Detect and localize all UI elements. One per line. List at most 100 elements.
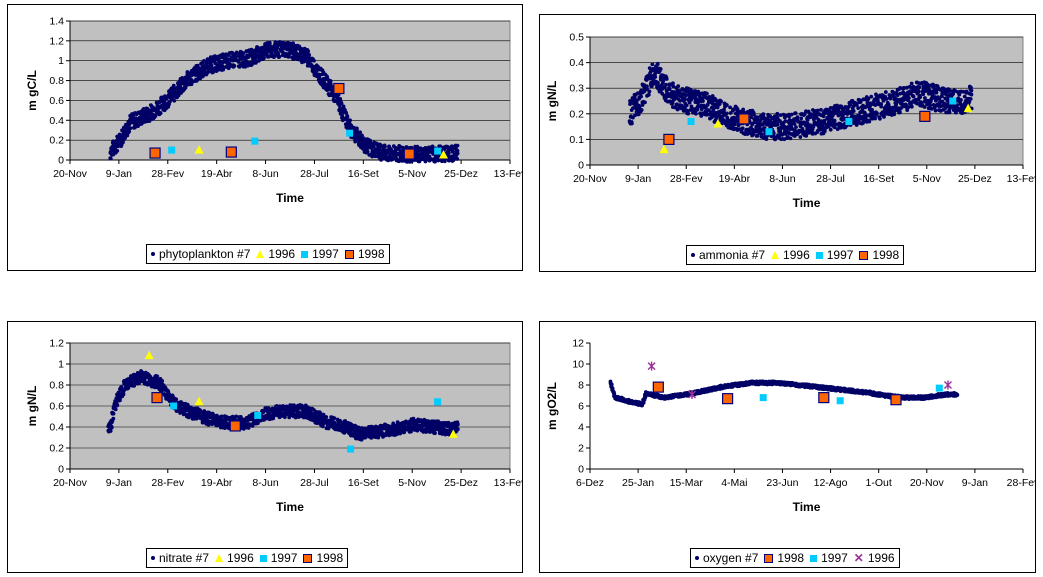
- y-axis-label: m gO2/L: [545, 382, 559, 430]
- model-point: [856, 106, 861, 110]
- model-point: [724, 103, 729, 107]
- x-tick-label: 16-Set: [863, 173, 894, 185]
- model-point: [153, 113, 158, 118]
- model-point: [118, 398, 122, 403]
- series-1998: [663, 110, 931, 146]
- model-point: [324, 415, 329, 419]
- y-tick-label: 0.8: [49, 75, 64, 87]
- x-tick-label: 9-Jan: [106, 168, 132, 180]
- model-point: [446, 420, 451, 425]
- model-point: [250, 424, 255, 428]
- x-tick-label: 13-Fev: [494, 168, 522, 180]
- model-point: [823, 121, 827, 126]
- model-point: [879, 104, 884, 109]
- model-point: [710, 94, 715, 98]
- model-point: [858, 100, 863, 104]
- model-point: [749, 115, 754, 120]
- y-tick-label: 0: [578, 160, 584, 172]
- model-point: [904, 103, 908, 108]
- model-point: [832, 118, 837, 123]
- model-point: [676, 84, 681, 89]
- model-point: [793, 111, 798, 116]
- model-point: [649, 84, 654, 89]
- model-point: [155, 374, 160, 379]
- model-point: [682, 97, 687, 102]
- model-point: [906, 105, 911, 110]
- model-point: [671, 84, 676, 89]
- model-point: [892, 112, 897, 117]
- x-tick-label: 20-Nov: [910, 477, 945, 489]
- model-point: [895, 93, 900, 98]
- model-point: [805, 118, 810, 122]
- x-tick-label: 19-Abr: [201, 477, 233, 489]
- model-point: [873, 116, 878, 121]
- model-point: [411, 416, 416, 421]
- model-point: [822, 118, 827, 123]
- model-point: [719, 99, 723, 104]
- model-point: [650, 62, 655, 67]
- model-point: [728, 111, 733, 115]
- model-point: [860, 107, 865, 112]
- y-tick-label: 1.2: [49, 338, 64, 350]
- model-point: [943, 96, 948, 101]
- y-tick-label: 6: [578, 401, 584, 413]
- x-tick-label: 20-Nov: [53, 168, 88, 180]
- model-point: [714, 98, 719, 103]
- model-point: [661, 78, 666, 83]
- point-1996: [194, 145, 204, 154]
- model-point: [662, 85, 667, 90]
- model-point: [934, 90, 939, 95]
- model-point: [854, 101, 859, 106]
- model-point: [111, 416, 116, 421]
- model-series: [608, 379, 960, 408]
- x-tick-label: 19-Abr: [201, 168, 233, 180]
- model-point: [649, 69, 653, 74]
- model-point: [795, 115, 800, 120]
- model-point: [108, 156, 113, 161]
- model-point: [633, 113, 637, 118]
- model-point: [652, 73, 657, 78]
- y-axis-label: m gN/L: [545, 81, 559, 122]
- model-point: [344, 110, 349, 115]
- model-point: [883, 90, 888, 94]
- y-tick-label: 0.4: [49, 115, 64, 127]
- model-point: [409, 429, 413, 434]
- model-point: [218, 59, 223, 64]
- model-point: [455, 143, 460, 148]
- model-point: [325, 75, 330, 80]
- model-point: [646, 92, 651, 97]
- model-point: [241, 51, 246, 56]
- point-1996: [144, 350, 154, 360]
- series-1998: [151, 391, 241, 432]
- legend-swatch-series-1-1: [815, 251, 823, 259]
- legend-swatch-series-2-2: [303, 553, 313, 563]
- point-1998: [333, 82, 345, 95]
- model-point: [360, 133, 364, 138]
- legend-label-model-2: nitrate #7: [159, 551, 210, 565]
- model-point: [438, 144, 443, 149]
- model-point: [219, 414, 224, 419]
- x-tick-label: 8-Jun: [769, 173, 795, 185]
- model-point: [931, 83, 936, 88]
- series-1998: [149, 82, 415, 160]
- legend-label-series-0-2: 1998: [357, 247, 385, 261]
- model-point: [898, 91, 903, 96]
- x-tick-label: 5-Nov: [913, 173, 942, 185]
- model-point: [211, 70, 215, 75]
- model-point: [345, 117, 349, 122]
- model-point: [256, 46, 260, 51]
- series-1997: [168, 129, 442, 155]
- model-point: [875, 111, 879, 116]
- x-tick-label: 5-Nov: [398, 477, 427, 489]
- x-tick-label: 12-Ago: [814, 477, 848, 489]
- model-point: [656, 80, 660, 85]
- model-point: [671, 81, 675, 86]
- model-point: [361, 136, 366, 141]
- y-tick-label: 0.2: [49, 135, 64, 147]
- model-point: [673, 96, 678, 101]
- x-tick-label: 25-Dez: [444, 168, 478, 180]
- point-1997: [687, 117, 695, 125]
- model-point: [704, 91, 709, 96]
- model-point: [678, 98, 682, 103]
- legend-swatch-series-0-1: [301, 250, 309, 258]
